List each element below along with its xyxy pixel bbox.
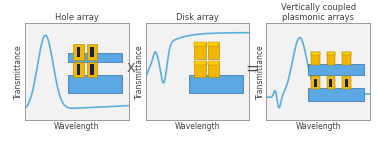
FancyBboxPatch shape (208, 61, 219, 77)
Bar (90, 64, 94, 75)
FancyBboxPatch shape (327, 52, 335, 65)
Y-axis label: Transmittance: Transmittance (14, 44, 23, 99)
FancyBboxPatch shape (311, 52, 319, 55)
FancyBboxPatch shape (189, 75, 243, 93)
Text: X: X (127, 62, 135, 75)
Text: =: = (246, 60, 259, 78)
Y-axis label: Transmittance: Transmittance (135, 44, 144, 99)
FancyBboxPatch shape (73, 44, 84, 60)
FancyBboxPatch shape (194, 61, 206, 77)
FancyBboxPatch shape (68, 53, 122, 62)
X-axis label: Wavelength: Wavelength (175, 122, 220, 131)
Y-axis label: Transmittance: Transmittance (256, 44, 265, 99)
FancyBboxPatch shape (327, 52, 335, 55)
Bar (90, 47, 94, 57)
Title: Hole array: Hole array (54, 13, 99, 22)
Bar (314, 79, 317, 87)
Bar (77, 47, 81, 57)
FancyBboxPatch shape (68, 75, 122, 93)
FancyBboxPatch shape (208, 61, 219, 65)
X-axis label: Wavelength: Wavelength (296, 122, 341, 131)
FancyBboxPatch shape (342, 76, 351, 89)
FancyBboxPatch shape (311, 76, 319, 89)
FancyBboxPatch shape (194, 42, 206, 46)
Bar (77, 64, 81, 75)
FancyBboxPatch shape (327, 76, 335, 89)
FancyBboxPatch shape (342, 52, 351, 55)
FancyBboxPatch shape (311, 52, 319, 65)
FancyBboxPatch shape (208, 42, 219, 59)
FancyBboxPatch shape (342, 52, 351, 65)
Title: Disk array: Disk array (176, 13, 219, 22)
FancyBboxPatch shape (87, 44, 98, 60)
Bar (329, 79, 332, 87)
Title: Vertically coupled
plasmonic arrays: Vertically coupled plasmonic arrays (281, 3, 356, 22)
FancyBboxPatch shape (308, 88, 364, 101)
Bar (345, 79, 348, 87)
FancyBboxPatch shape (208, 42, 219, 46)
FancyBboxPatch shape (87, 62, 98, 77)
X-axis label: Wavelength: Wavelength (54, 122, 99, 131)
FancyBboxPatch shape (194, 61, 206, 65)
FancyBboxPatch shape (308, 64, 364, 75)
FancyBboxPatch shape (194, 42, 206, 59)
FancyBboxPatch shape (73, 62, 84, 77)
